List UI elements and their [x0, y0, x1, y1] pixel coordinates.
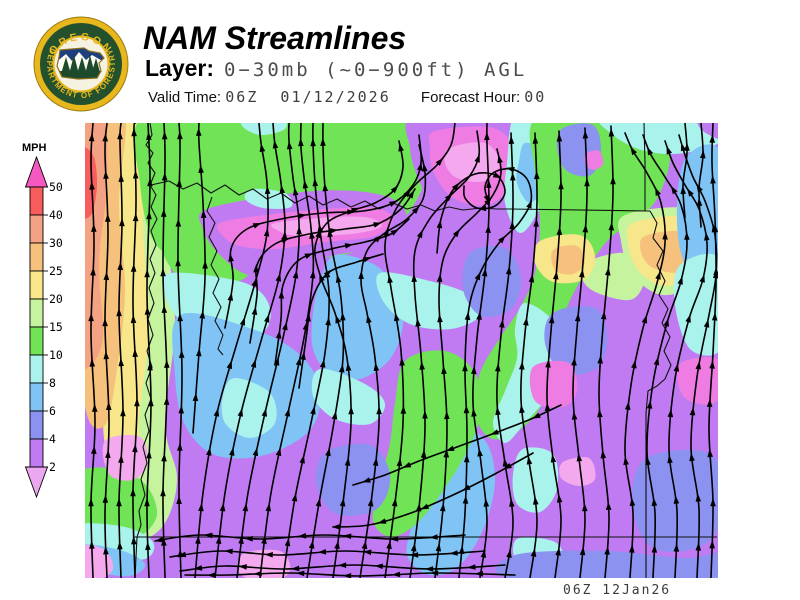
streamline — [496, 132, 514, 578]
legend-segment — [29, 326, 44, 356]
map-border-willamette-river — [206, 196, 224, 356]
legend-segment — [29, 186, 44, 216]
wind-speed-region — [512, 447, 559, 513]
wind-speed-region — [102, 435, 148, 481]
forecast-hour-label: Forecast Hour: — [420, 89, 521, 106]
legend-segment — [29, 354, 44, 384]
wind-speed-region — [529, 360, 578, 408]
streamline — [236, 123, 300, 578]
streamline — [624, 132, 666, 578]
streamline — [409, 130, 481, 578]
legend-value-label: 50 — [49, 180, 63, 194]
streamline — [434, 148, 502, 578]
streamline — [249, 188, 416, 344]
streamline — [332, 452, 534, 528]
wind-speed-legend: MPH 50 40 30 25 20 15 10 8 6 4 2 — [16, 140, 94, 522]
legend-value-label: 40 — [49, 208, 63, 222]
wind-speed-region — [237, 549, 291, 578]
wind-speed-region — [559, 456, 596, 487]
streamline — [546, 130, 562, 578]
page-title: NAM Streamlines — [143, 20, 407, 56]
legend-segment — [29, 298, 44, 328]
wind-speed-region — [673, 253, 718, 356]
legend-arrow-above-max — [24, 155, 49, 188]
odf-logo: OREGON DEPARTMENT OF FORESTRY — [26, 9, 136, 119]
legend-value-label: 25 — [49, 264, 63, 278]
streamline — [104, 123, 110, 578]
wind-speed-region — [311, 368, 386, 425]
layer-label: Layer: — [145, 55, 215, 81]
streamline — [177, 123, 183, 578]
legend-segment — [29, 382, 44, 412]
streamline — [184, 572, 516, 577]
streamline — [214, 123, 286, 578]
streamline — [194, 123, 269, 578]
legend-value-label: 6 — [49, 404, 56, 418]
streamline — [352, 404, 562, 486]
legend-value-label: 15 — [49, 320, 63, 334]
forecast-hour-value: 00 — [524, 88, 547, 106]
streamline — [162, 123, 168, 578]
streamline — [698, 123, 704, 228]
layer-row: Layer: 0−30mb (~0−900ft) AGL — [145, 55, 527, 82]
wind-speed-region — [462, 245, 522, 318]
streamline — [192, 123, 206, 434]
legend-segment — [29, 410, 44, 440]
streamline — [298, 253, 384, 389]
streamline — [436, 172, 506, 254]
map-border-columbia-river-north-border — [150, 180, 651, 212]
streamline-map-svg — [85, 123, 718, 578]
wind-speed-region — [444, 142, 500, 183]
legend-value-label: 10 — [49, 348, 63, 362]
streamline — [458, 167, 533, 578]
layer-value: 0−30mb (~0−900ft) AGL — [224, 59, 528, 81]
wind-speed-region — [85, 467, 158, 540]
wind-speed-region — [372, 350, 481, 538]
map-border-snake-river-east-border — [645, 210, 672, 578]
streamline — [259, 123, 315, 578]
wind-speed-region — [584, 150, 604, 171]
legend-segment — [29, 270, 44, 300]
wind-speed-region — [551, 245, 586, 275]
legend-segment — [29, 214, 44, 244]
streamline — [179, 564, 506, 572]
legend-value-label: 8 — [49, 376, 56, 390]
streamline — [306, 123, 345, 578]
map-container — [85, 123, 718, 578]
streamline — [682, 123, 688, 219]
wind-speed-region — [677, 357, 718, 405]
wind-speed-region — [240, 123, 287, 136]
legend-value-label: 30 — [49, 236, 63, 250]
valid-time-label: Valid Time: — [148, 89, 222, 106]
legend-segment — [29, 438, 44, 468]
legend-bar-svg — [24, 155, 49, 499]
map-timestamp: 06Z 12Jan26 — [563, 583, 672, 598]
legend-value-label: 20 — [49, 292, 63, 306]
wind-speed-region — [599, 123, 718, 155]
legend-arrow-below-min — [24, 466, 49, 499]
streamline — [359, 144, 427, 578]
streamline — [520, 132, 538, 578]
legend-value-label: 4 — [49, 432, 56, 446]
legend-value-label: 2 — [49, 460, 56, 474]
legend-title: MPH — [22, 142, 47, 154]
odf-logo-graphic: OREGON DEPARTMENT OF FORESTRY — [33, 16, 129, 112]
valid-time-row: Valid Time: 06Z 01/12/2026 Forecast Hour… — [148, 88, 546, 106]
wind-speed-region — [376, 272, 482, 330]
valid-time-value: 06Z 01/12/2026 — [225, 88, 391, 106]
streamline — [274, 218, 410, 366]
legend-segment — [29, 242, 44, 272]
